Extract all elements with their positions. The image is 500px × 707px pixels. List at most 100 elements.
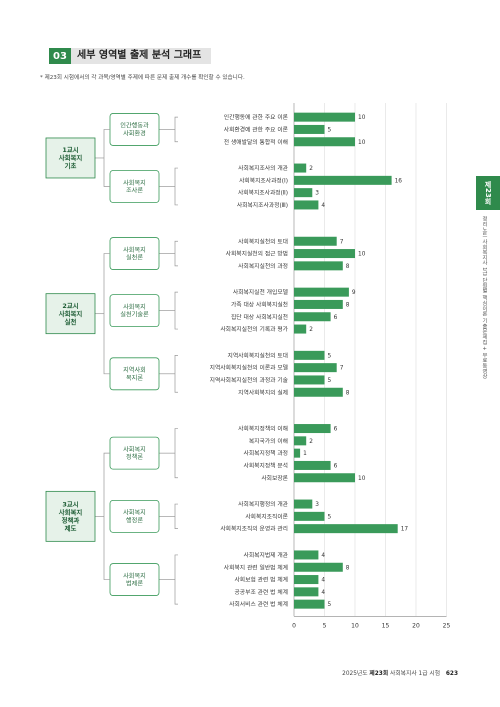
bar-value-label: 8 bbox=[346, 390, 350, 396]
bar-value-label: 8 bbox=[346, 565, 350, 571]
topic-label: 사회복지 관련 일반법 체계 bbox=[224, 563, 288, 571]
topic-bar bbox=[294, 562, 343, 572]
topic-bar bbox=[294, 188, 313, 198]
topic-bar bbox=[294, 550, 319, 560]
topic-bar bbox=[294, 436, 307, 446]
topic-bar bbox=[294, 599, 325, 609]
topic-bar bbox=[294, 363, 337, 373]
subject-label: 2교시 사회복지 실천 bbox=[59, 302, 83, 326]
area-label: 사회복지 행정론 bbox=[123, 509, 146, 525]
subject-bracket bbox=[103, 129, 110, 187]
x-tick-label: 20 bbox=[412, 622, 420, 629]
topic-bar bbox=[294, 448, 301, 458]
bar-value-label: 5 bbox=[328, 602, 332, 608]
topic-label: 사회보험 관련 법 체계 bbox=[234, 576, 288, 584]
topic-label: 사회복지정책 분석 bbox=[243, 461, 288, 469]
topic-label: 사회복지조사과정(Ⅲ) bbox=[237, 201, 288, 209]
bar-value-label: 4 bbox=[321, 590, 325, 596]
topic-label: 공공부조 관련 법 체계 bbox=[234, 588, 288, 596]
topic-label: 사회복지조직이론 bbox=[245, 512, 288, 520]
topic-label: 가족 대상 사회복지실천 bbox=[231, 300, 288, 308]
topic-bar bbox=[294, 287, 349, 297]
x-tick-label: 25 bbox=[443, 622, 451, 629]
topic-label: 사회복지조사과정(Ⅰ) bbox=[239, 176, 288, 184]
bar-value-label: 7 bbox=[340, 239, 344, 245]
topic-label: 지역사회복지의 실제 bbox=[238, 388, 288, 396]
topic-label: 사회복지정책의 이해 bbox=[238, 425, 288, 433]
topic-bar bbox=[294, 499, 313, 509]
section-title: 세부 영역별 출제 분석 그래프 bbox=[71, 48, 212, 64]
topic-bar bbox=[294, 587, 319, 597]
topic-bar bbox=[294, 200, 319, 210]
area-label: 사회복지 실천론 bbox=[123, 246, 146, 262]
subject-label: 1교시 사회복지 기초 bbox=[59, 146, 83, 170]
bar-value-label: 5 bbox=[328, 127, 332, 133]
bar-value-label: 1 bbox=[303, 451, 307, 457]
topic-label: 사회복지조직의 운영과 관리 bbox=[220, 525, 288, 533]
topic-bar bbox=[294, 524, 398, 534]
bar-value-label: 2 bbox=[309, 327, 313, 333]
topic-bar bbox=[294, 473, 355, 483]
side-book-title: 정리노트 사회복지사 1급 단원별 핵심이론 기출문제집 + 무료동영상 bbox=[481, 216, 487, 379]
subject-box bbox=[45, 137, 96, 179]
bar-value-label: 4 bbox=[321, 203, 325, 209]
area-label: 사회복지 정책론 bbox=[123, 445, 146, 461]
topic-label: 사회환경에 관한 주요 이론 bbox=[224, 125, 289, 133]
page-number: 623 bbox=[445, 671, 458, 677]
bar-value-label: 9 bbox=[352, 290, 356, 296]
x-tick-label: 5 bbox=[323, 622, 327, 629]
topic-bar bbox=[294, 236, 337, 246]
bar-value-label: 17 bbox=[401, 527, 409, 533]
bar-value-label: 6 bbox=[334, 463, 338, 469]
section-header: 03 세부 영역별 출제 분석 그래프 bbox=[49, 48, 212, 64]
topic-label: 사회복지조사의 개관 bbox=[238, 164, 289, 172]
section-number: 03 bbox=[49, 48, 71, 64]
area-bracket bbox=[174, 240, 178, 267]
topic-label: 사회서비스 관련 법 체계 bbox=[229, 600, 288, 608]
topic-bar bbox=[294, 312, 331, 322]
footer-rest: 사회복지사 1급 시험 bbox=[388, 671, 441, 677]
bar-value-label: 10 bbox=[358, 140, 366, 146]
topic-bar bbox=[294, 124, 325, 134]
area-bracket bbox=[174, 554, 178, 605]
topic-label: 사회복지실천의 과정 bbox=[238, 262, 288, 270]
bar-value-label: 5 bbox=[328, 353, 332, 359]
topic-bar bbox=[294, 137, 355, 147]
chart-note: * 제23회 시험에서의 각 과목/영역별 주제에 따른 문제 출제 개수를 확… bbox=[40, 75, 245, 81]
bar-value-label: 2 bbox=[309, 166, 313, 172]
subject-box bbox=[45, 490, 96, 542]
page-footer: 2025년도 제23회 사회복지사 1급 시험 623 bbox=[342, 668, 458, 677]
topic-label: 사회복지정책 과정 bbox=[243, 449, 288, 457]
topic-bar bbox=[294, 112, 355, 122]
bar-value-label: 4 bbox=[321, 553, 325, 559]
topic-bar bbox=[294, 175, 392, 185]
area-label: 사회복지 법제론 bbox=[123, 572, 146, 588]
bar-value-label: 10 bbox=[358, 115, 366, 121]
topic-label: 사회복지실천의 접근 방법 bbox=[226, 250, 288, 258]
topic-label: 사회복지실천의 기록과 평가 bbox=[220, 325, 288, 333]
topic-bar bbox=[294, 575, 319, 585]
topic-bar bbox=[294, 424, 331, 434]
footer-exam: 제23회 bbox=[369, 671, 389, 677]
topic-label: 지역사회복지실천의 토대 bbox=[227, 351, 288, 359]
topic-label: 인간행동에 관한 주요 이론 bbox=[224, 113, 289, 121]
topic-label: 지역사회복지실천의 이론과 모델 bbox=[210, 364, 288, 372]
bar-value-label: 4 bbox=[321, 578, 325, 584]
topic-label: 사회복지행정의 개관 bbox=[238, 500, 289, 508]
bar-value-label: 6 bbox=[334, 427, 338, 433]
topic-bar bbox=[294, 249, 355, 259]
topic-bar bbox=[294, 261, 343, 271]
topic-label: 지역사회복지실천의 과정과 기술 bbox=[210, 376, 289, 384]
area-box bbox=[109, 499, 160, 533]
area-label: 인간행동과 사회환경 bbox=[120, 122, 149, 138]
x-tick-label: 10 bbox=[351, 622, 359, 629]
topic-label: 사회복지실천 개입모델 bbox=[233, 288, 288, 296]
area-label: 지역사회 복지론 bbox=[123, 366, 146, 382]
bar-value-label: 2 bbox=[309, 439, 313, 445]
subject-label: 3교시 사회복지 정책과 제도 bbox=[59, 501, 83, 533]
x-tick-label: 15 bbox=[382, 622, 390, 629]
topic-label: 사회복지실천의 토대 bbox=[238, 237, 288, 245]
area-bracket bbox=[174, 428, 178, 479]
footer-year: 2025년도 bbox=[342, 671, 370, 677]
side-tab: 제23회 bbox=[476, 176, 500, 210]
